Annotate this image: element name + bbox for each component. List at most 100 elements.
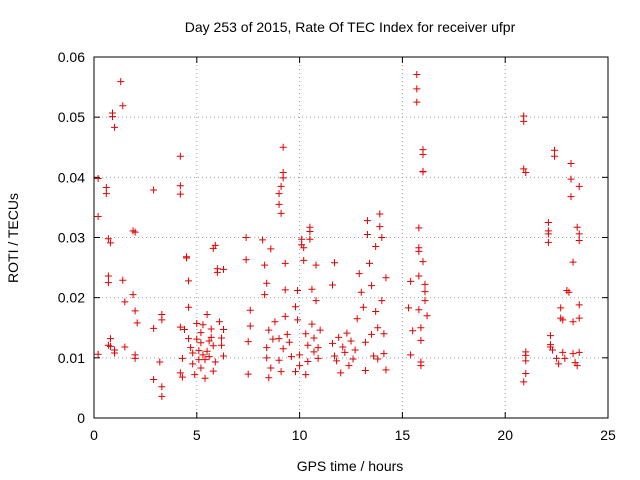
data-point: [242, 256, 250, 264]
data-point: [279, 345, 287, 353]
data-point: [372, 243, 380, 251]
data-point: [328, 281, 336, 289]
data-point: [199, 351, 207, 359]
y-axis-label: ROTI / TECUs: [5, 193, 21, 283]
data-point: [366, 259, 374, 267]
x-tick-label: 15: [395, 427, 411, 443]
data-point: [111, 346, 119, 354]
x-axis-label: GPS time / hours: [297, 458, 404, 474]
data-point: [109, 113, 117, 121]
data-point: [267, 364, 275, 372]
data-point: [374, 324, 382, 332]
data-point: [263, 354, 271, 362]
data-point: [246, 322, 254, 330]
data-point: [106, 342, 114, 350]
data-point: [275, 335, 283, 343]
data-point: [569, 350, 577, 358]
data-point: [310, 348, 318, 356]
data-point: [419, 258, 427, 266]
data-point: [197, 339, 205, 347]
data-point: [244, 338, 252, 346]
data-point: [417, 336, 425, 344]
data-point: [205, 337, 213, 345]
data-point: [553, 354, 561, 362]
data-point: [423, 312, 431, 320]
data-point: [573, 223, 581, 231]
data-point: [271, 318, 279, 326]
data-point: [279, 143, 287, 151]
data-point: [129, 291, 137, 299]
y-tick-label: 0.03: [58, 230, 85, 246]
data-point: [304, 341, 312, 349]
data-point: [104, 235, 112, 243]
x-tick-label: 25: [600, 427, 616, 443]
data-point: [376, 223, 384, 231]
data-point: [203, 311, 211, 319]
data-point: [193, 335, 201, 343]
data-point: [121, 343, 129, 351]
data-point: [378, 297, 386, 305]
data-point: [217, 334, 225, 342]
data-point: [261, 291, 269, 299]
data-point: [409, 327, 417, 335]
y-tick-label: 0.01: [58, 350, 85, 366]
data-point: [347, 337, 355, 345]
data-point: [185, 335, 193, 343]
data-point: [158, 311, 166, 319]
data-point: [259, 236, 267, 244]
data-point: [368, 330, 376, 338]
data-point: [544, 218, 552, 226]
data-point: [131, 307, 139, 315]
data-point: [357, 288, 365, 296]
data-point: [363, 217, 371, 225]
data-point: [415, 224, 423, 232]
data-point: [359, 303, 367, 311]
data-point: [176, 182, 184, 190]
data-point: [133, 319, 141, 327]
data-point: [111, 123, 119, 131]
data-point: [575, 314, 583, 322]
data-point: [102, 184, 110, 192]
data-point: [417, 324, 425, 332]
data-point: [304, 357, 312, 365]
data-point: [310, 334, 318, 342]
data-point: [565, 288, 573, 296]
data-point: [349, 355, 357, 363]
data-point: [195, 356, 203, 364]
data-point: [573, 362, 581, 370]
data-point: [217, 341, 225, 349]
data-point: [211, 358, 219, 366]
data-point: [544, 238, 552, 246]
data-point: [343, 329, 351, 337]
data-point: [522, 369, 530, 377]
data-point: [557, 304, 565, 312]
data-point: [308, 285, 316, 293]
data-point: [158, 392, 166, 400]
data-point: [417, 362, 425, 370]
data-point: [275, 190, 283, 198]
x-tick-label: 5: [193, 427, 201, 443]
data-point: [413, 85, 421, 93]
data-point: [559, 348, 567, 356]
data-point: [551, 152, 559, 160]
data-point: [520, 117, 528, 125]
data-point: [300, 256, 308, 264]
data-point: [207, 333, 215, 341]
data-point: [209, 367, 217, 375]
data-point: [368, 282, 376, 290]
data-point: [378, 234, 386, 241]
data-point: [575, 301, 583, 309]
data-point: [281, 286, 289, 294]
data-point: [197, 329, 205, 337]
data-point: [263, 344, 271, 352]
data-point: [351, 346, 359, 354]
data-point: [183, 253, 191, 261]
y-tick-label: 0.04: [58, 169, 85, 185]
data-point: [339, 343, 347, 351]
data-point: [197, 364, 205, 372]
data-point: [302, 330, 310, 338]
data-point: [363, 230, 371, 238]
data-point: [244, 370, 252, 378]
data-point: [158, 383, 166, 391]
data-point: [199, 321, 207, 329]
